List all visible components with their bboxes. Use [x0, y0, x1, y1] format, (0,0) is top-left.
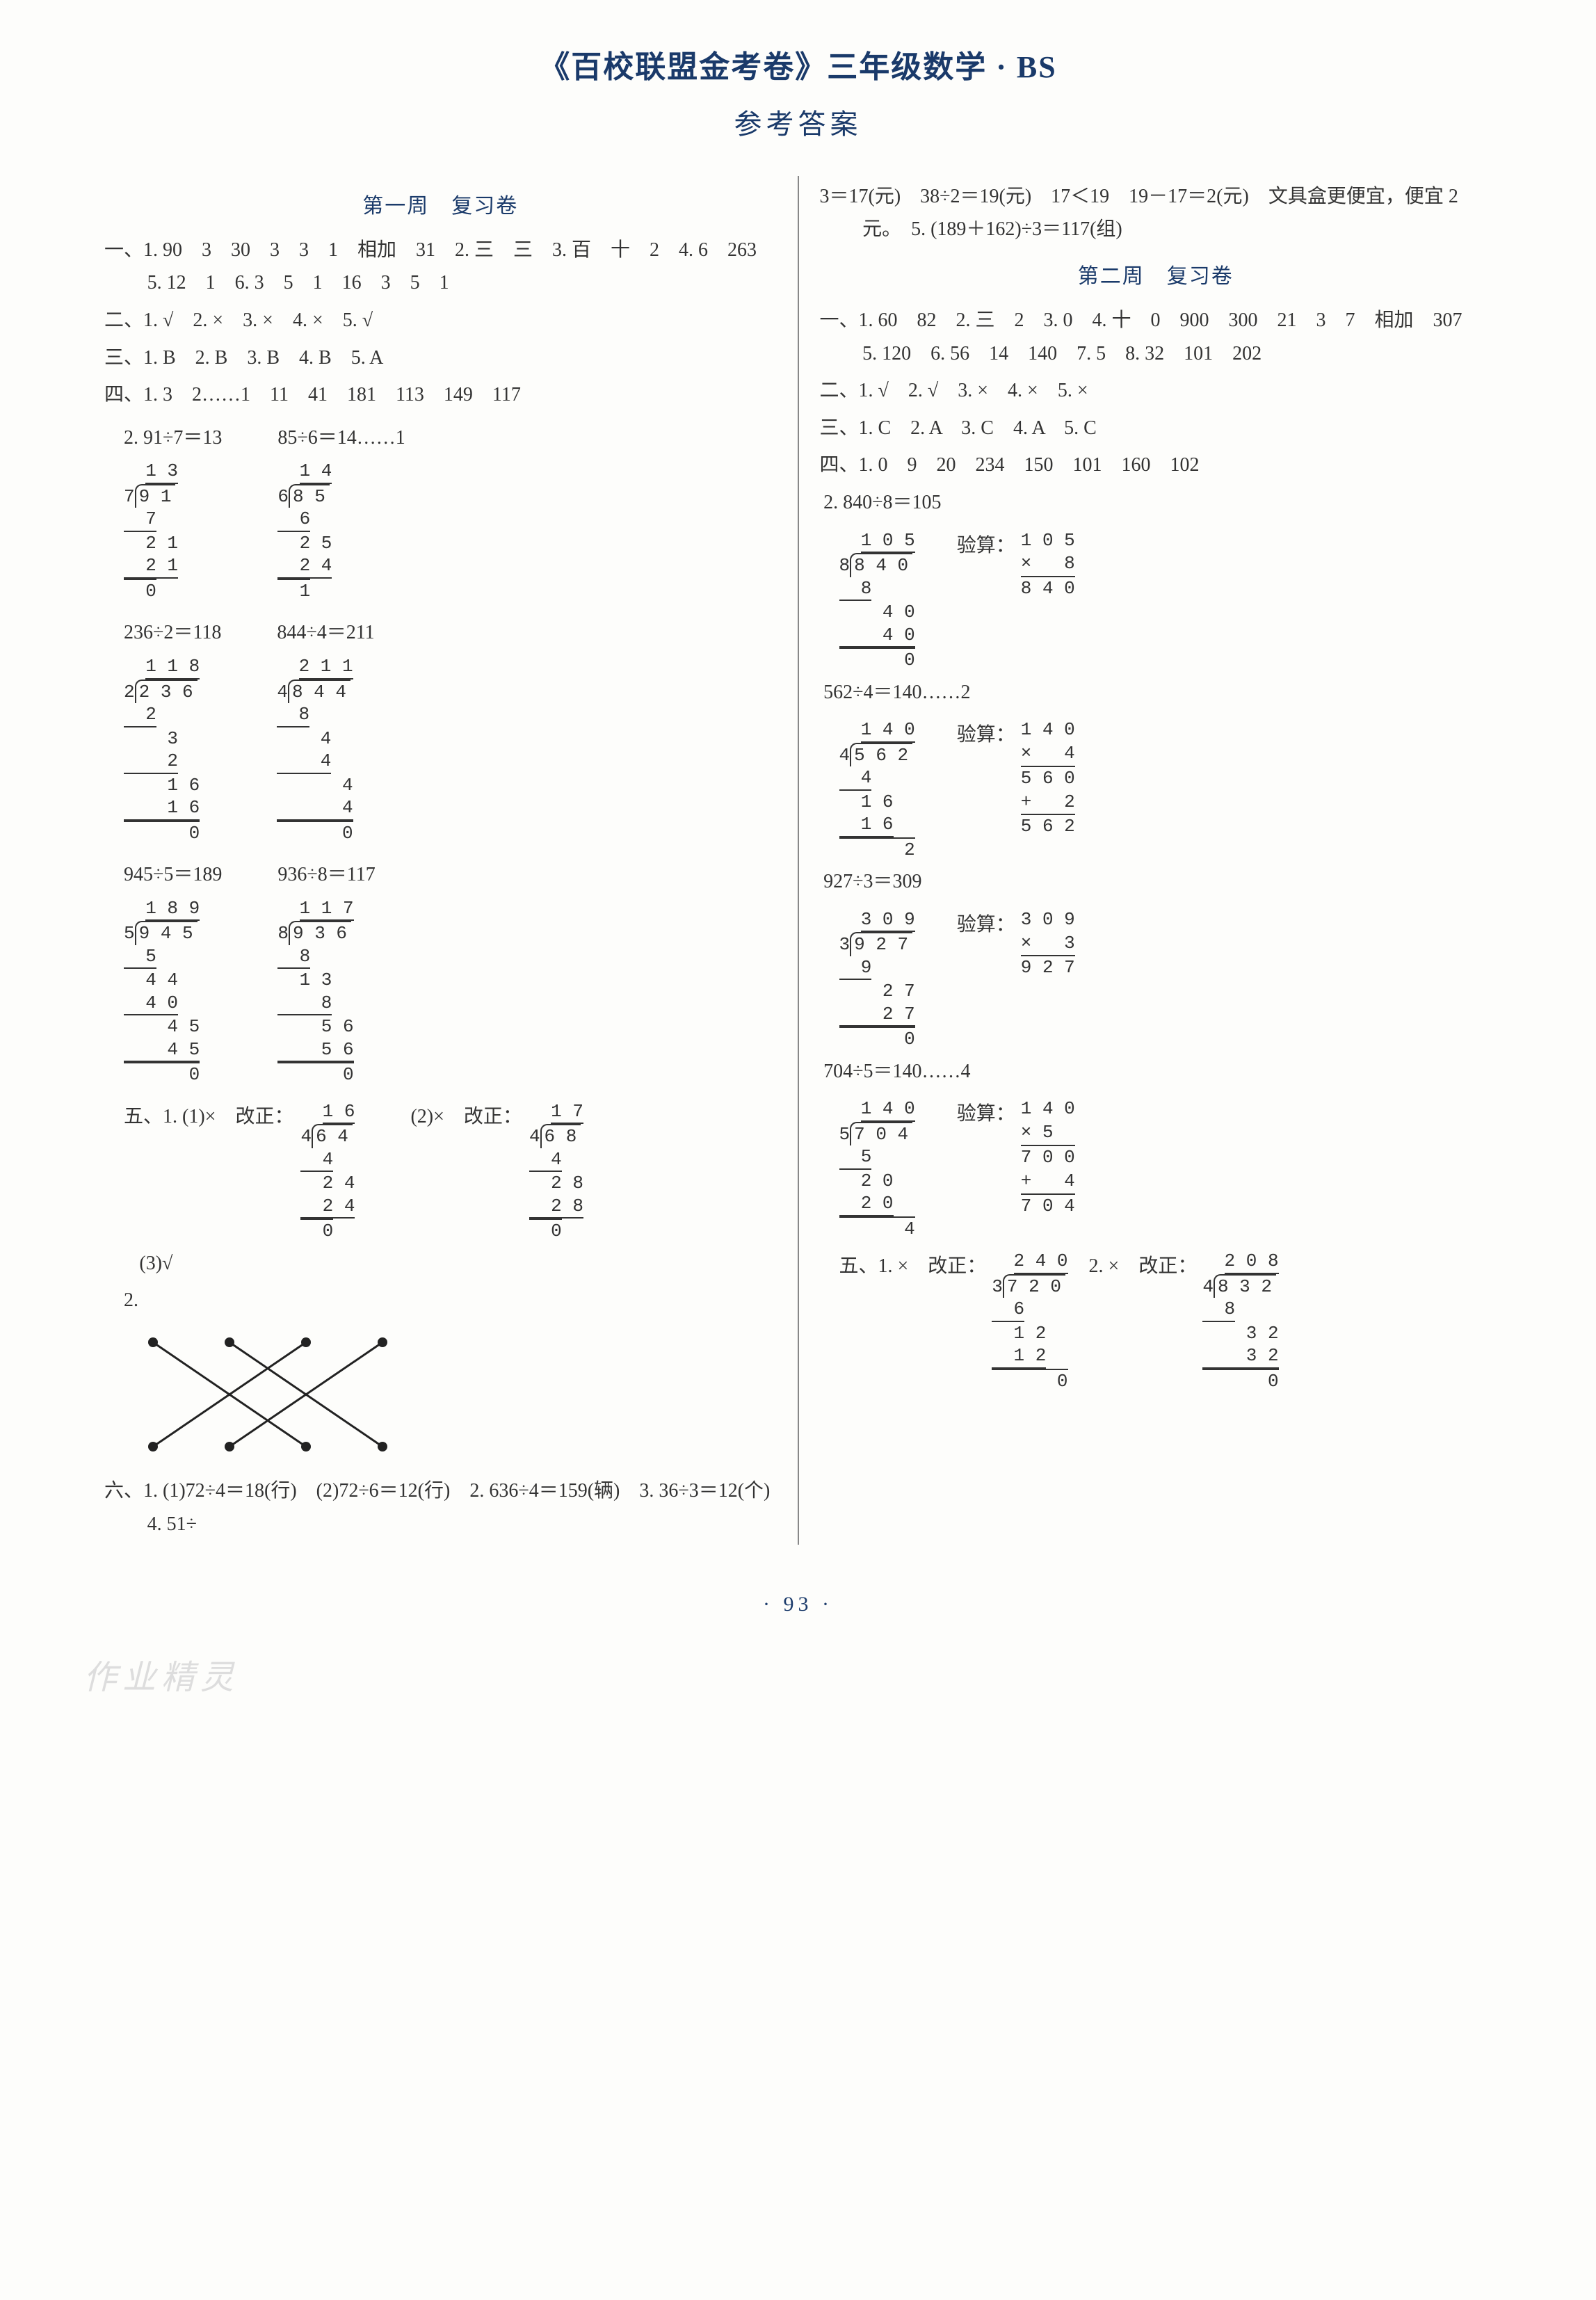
- check-label-a: 验算：: [957, 529, 1015, 563]
- week2-heading: 第二周 复习卷: [820, 259, 1492, 294]
- week1-heading: 第一周 复习卷: [104, 188, 777, 224]
- content-columns: 第一周 复习卷 一、1. 90 3 30 3 3 1 相加 31 2. 三 三 …: [83, 176, 1513, 1545]
- w1-eq-2: 85÷6＝14……1: [277, 421, 405, 455]
- w1-calc-row-3: 945÷5＝189 1 8 9 59 4 5 5 4 4 4 0 4 5 4 5…: [124, 858, 777, 1091]
- w1-eq-1: 2. 91÷7＝13: [124, 421, 222, 455]
- w2-eq-a: 2. 840÷8＝105: [820, 486, 1492, 520]
- longdiv-7: 1 6 46 4 4 2 4 2 4 0: [300, 1100, 355, 1243]
- longdiv-c: 3 0 9 39 2 7 9 2 7 2 7 0: [839, 908, 915, 1051]
- longdiv-d: 1 4 0 57 0 4 5 2 0 2 0 4: [839, 1097, 915, 1240]
- longdiv-b: 1 4 0 45 6 2 4 1 6 1 6 2: [839, 718, 915, 861]
- w2-section1: 一、1. 60 82 2. 三 2 3. 0 4. 十 0 900 300 21…: [820, 304, 1492, 370]
- w1-s5-1c: (3)√: [104, 1247, 777, 1280]
- longdiv-4: 2 1 1 48 4 4 8 4 4 4 4 0: [277, 655, 353, 844]
- page-title-block: 《百校联盟金考卷》三年级数学 · BS 参考答案: [83, 42, 1513, 148]
- longdiv-a: 1 0 5 88 4 0 8 4 0 4 0 0: [839, 529, 915, 672]
- longdiv-f: 2 0 8 48 3 2 8 3 2 3 2 0: [1202, 1250, 1278, 1392]
- matching-diagram: [125, 1328, 417, 1467]
- vcalc-d: 1 4 0 × 5 7 0 0 + 4 7 0 4: [1021, 1097, 1075, 1218]
- longdiv-1: 1 3 79 1 7 2 1 2 1 0: [124, 460, 178, 602]
- vcalc-a: 1 0 5 × 8 8 4 0: [1021, 529, 1075, 601]
- w1-eq-6: 936÷8＝117: [277, 858, 375, 892]
- w2-eq-c: 927÷3＝309: [820, 865, 1492, 899]
- longdiv-5: 1 8 9 59 4 5 5 4 4 4 0 4 5 4 5 0: [124, 897, 200, 1086]
- w2-eq-b: 562÷4＝140……2: [820, 676, 1492, 709]
- w1-calc-row-2: 236÷2＝118 1 1 8 22 3 6 2 3 2 1 6 1 6 0 8…: [124, 616, 777, 849]
- w1-eq-4: 844÷4＝211: [277, 616, 374, 650]
- longdiv-8: 1 7 46 8 4 2 8 2 8 0: [529, 1100, 583, 1243]
- w2-section5-row: 五、1. × 改正： 2 4 0 37 2 0 6 1 2 1 2 0 2. ×…: [839, 1250, 1492, 1392]
- w1-s5-1a: 五、1. (1)× 改正：: [124, 1100, 293, 1134]
- right-column: 3＝17(元) 38÷2＝19(元) 17＜19 19－17＝2(元) 文具盒更…: [799, 176, 1513, 1545]
- w2-calc-a: 1 0 5 88 4 0 8 4 0 4 0 0 验算： 1 0 5 × 8 8…: [839, 529, 1492, 672]
- w1-calc-row-1: 2. 91÷7＝13 1 3 79 1 7 2 1 2 1 0 85÷6＝14……: [124, 421, 777, 607]
- w1-section5-row: 五、1. (1)× 改正： 1 6 46 4 4 2 4 2 4 0 (2)× …: [124, 1100, 777, 1243]
- vcalc-b: 1 4 0 × 4 5 6 0 + 2 5 6 2: [1021, 718, 1075, 839]
- longdiv-e: 2 4 0 37 2 0 6 1 2 1 2 0: [992, 1250, 1067, 1392]
- w2-section2: 二、1. √ 2. √ 3. × 4. × 5. ×: [820, 374, 1492, 408]
- w1-eq-3: 236÷2＝118: [124, 616, 221, 650]
- w2-s5b: 2. × 改正：: [1089, 1250, 1198, 1283]
- check-label-c: 验算：: [957, 908, 1015, 942]
- longdiv-6: 1 1 7 89 3 6 8 1 3 8 5 6 5 6 0: [277, 897, 353, 1086]
- w1-section6: 六、1. (1)72÷4＝18(行) (2)72÷6＝12(行) 2. 636÷…: [104, 1474, 777, 1541]
- check-label-d: 验算：: [957, 1097, 1015, 1131]
- w2-calc-d: 1 4 0 57 0 4 5 2 0 2 0 4 验算： 1 4 0 × 5 7…: [839, 1097, 1492, 1240]
- watermark: 作业精灵: [83, 1650, 1513, 1707]
- w1-section1: 一、1. 90 3 30 3 3 1 相加 31 2. 三 三 3. 百 十 2…: [104, 234, 777, 300]
- w2-s5a: 五、1. × 改正：: [839, 1250, 987, 1283]
- w1-s5-1b: (2)× 改正：: [410, 1100, 522, 1134]
- w1-section2: 二、1. √ 2. × 3. × 4. × 5. √: [104, 304, 777, 337]
- w1-section3: 三、1. B 2. B 3. B 4. B 5. A: [104, 341, 777, 375]
- left-column: 第一周 复习卷 一、1. 90 3 30 3 3 1 相加 31 2. 三 三 …: [83, 176, 799, 1545]
- longdiv-2: 1 4 68 5 6 2 5 2 4 1: [277, 460, 332, 602]
- w2-section3: 三、1. C 2. A 3. C 4. A 5. C: [820, 412, 1492, 445]
- page-number: · 93 ·: [83, 1586, 1513, 1622]
- w1-eq-5: 945÷5＝189: [124, 858, 222, 892]
- w1-cont: 3＝17(元) 38÷2＝19(元) 17＜19 19－17＝2(元) 文具盒更…: [820, 180, 1492, 246]
- check-label-b: 验算：: [957, 718, 1015, 752]
- w1-section4-1: 四、1. 3 2……1 11 41 181 113 149 117: [104, 378, 777, 412]
- vcalc-c: 3 0 9 × 3 9 2 7: [1021, 908, 1075, 980]
- w2-calc-c: 3 0 9 39 2 7 9 2 7 2 7 0 验算： 3 0 9 × 3 9…: [839, 908, 1492, 1051]
- title-main: 《百校联盟金考卷》三年级数学 · BS: [83, 42, 1513, 94]
- w1-s5-2: 2.: [104, 1284, 777, 1317]
- w2-calc-b: 1 4 0 45 6 2 4 1 6 1 6 2 验算： 1 4 0 × 4 5…: [839, 718, 1492, 861]
- w2-eq-d: 704÷5＝140……4: [820, 1055, 1492, 1088]
- longdiv-3: 1 1 8 22 3 6 2 3 2 1 6 1 6 0: [124, 655, 200, 844]
- title-sub: 参考答案: [83, 101, 1513, 148]
- w2-section4-1: 四、1. 0 9 20 234 150 101 160 102: [820, 449, 1492, 482]
